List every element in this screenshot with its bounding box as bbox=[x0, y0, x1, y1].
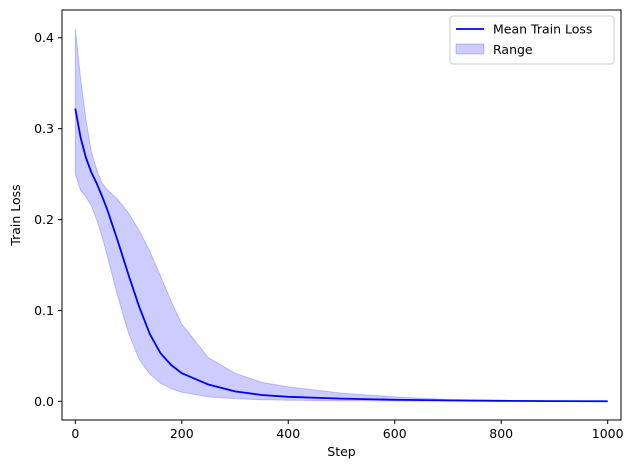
y-axis-label: Train Loss bbox=[8, 184, 23, 246]
x-tick-label: 800 bbox=[489, 426, 513, 441]
mean-train-loss-line bbox=[74, 108, 608, 403]
legend-label-mean-train-loss: Mean Train Loss bbox=[493, 22, 592, 37]
x-tick-label: 1000 bbox=[592, 426, 624, 441]
x-tick-label: 0 bbox=[71, 426, 79, 441]
axes bbox=[61, 9, 622, 421]
x-axis-label: Step bbox=[327, 444, 356, 459]
y-axis-ticks: 0.0 0.1 0.2 0.3 0.4 bbox=[34, 30, 62, 409]
mean-line-layer bbox=[74, 108, 608, 403]
legend-label-range: Range bbox=[493, 42, 533, 57]
y-tick-label: 0.2 bbox=[34, 212, 54, 227]
legend-swatch-range bbox=[455, 43, 485, 55]
x-axis-ticks: 0 200 400 600 800 1000 bbox=[71, 420, 624, 441]
range-band bbox=[74, 28, 609, 402]
y-tick-label: 0.1 bbox=[34, 303, 54, 318]
x-tick-label: 200 bbox=[170, 426, 194, 441]
x-tick-label: 600 bbox=[383, 426, 407, 441]
y-tick-label: 0.3 bbox=[34, 121, 54, 136]
y-tick-label: 0.4 bbox=[34, 30, 54, 45]
plot-frame bbox=[61, 9, 622, 421]
legend-box bbox=[449, 15, 615, 65]
x-tick-label: 400 bbox=[276, 426, 300, 441]
y-tick-label: 0.0 bbox=[34, 394, 54, 409]
legend: Mean Train Loss Range bbox=[449, 15, 615, 65]
range-band-layer bbox=[74, 28, 609, 402]
